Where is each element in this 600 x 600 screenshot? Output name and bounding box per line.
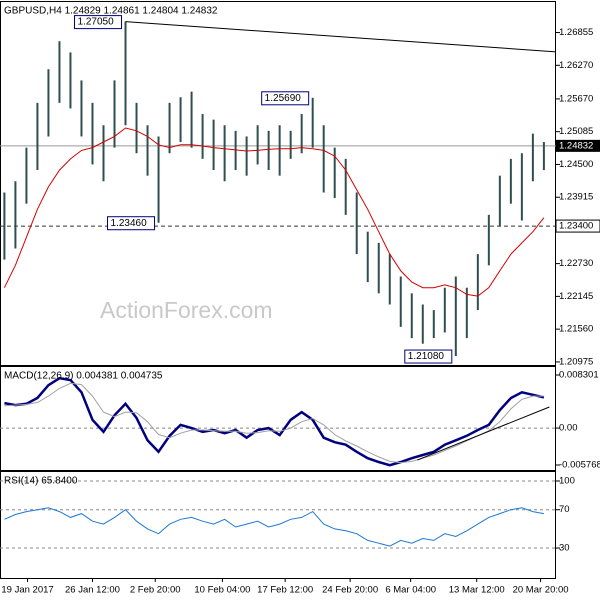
last-price-label: 1.24832 (559, 140, 593, 151)
x-tick-label: 19 Jan 2017 (1, 585, 53, 596)
x-tick-label: 2 Feb 20:00 (130, 585, 181, 596)
y-tick-label: 1.23915 (559, 192, 593, 203)
watermark: ActionForex.com (100, 297, 273, 323)
x-tick-label: 20 Mar 20:00 (513, 585, 569, 596)
x-tick-label: 6 Mar 04:00 (385, 585, 436, 596)
y-tick-label: 1.24500 (559, 159, 593, 170)
y-tick-label: 1.20975 (559, 356, 593, 367)
level-label-box (555, 219, 600, 233)
y-tick-label: 0.008301 (559, 370, 599, 381)
y-tick-label: 100 (559, 476, 575, 487)
y-tick-label: 30 (559, 543, 570, 554)
moving-average (3, 127, 545, 297)
x-tick-label: 17 Feb 12:00 (257, 585, 313, 596)
panel-frame (0, 1, 556, 366)
y-tick-label: 1.22730 (559, 258, 593, 269)
y-tick-label: 70 (559, 504, 570, 515)
annotation-box (107, 216, 156, 231)
y-tick-label: 1.25085 (559, 126, 593, 137)
x-tick-label: 24 Feb 20:00 (322, 585, 378, 596)
y-tick-label: 1.25670 (559, 93, 593, 104)
x-tick-label: 26 Jan 12:00 (65, 585, 120, 596)
level-label: 1.23400 (559, 221, 593, 232)
y-tick-label: -0.005768 (559, 460, 600, 471)
annotation-label: 1.23460 (111, 218, 148, 229)
annotation-box (404, 349, 453, 364)
y-tick-label: 0.00 (559, 423, 578, 434)
indicator-line (4, 376, 545, 467)
y-tick-label: 1.26270 (559, 60, 593, 71)
annotation-label: 1.27050 (78, 17, 115, 28)
annotation-label: 1.21080 (408, 351, 445, 362)
x-tick-label: 13 Mar 12:00 (449, 585, 505, 596)
trendline (417, 406, 550, 461)
indicator-line (4, 507, 544, 547)
trendline (125, 21, 557, 53)
panel-title: MACD(12,26,9) 0.004381 0.004735 (4, 371, 163, 382)
panel-frame (0, 471, 556, 579)
y-tick-label: 1.21560 (559, 324, 593, 335)
panel-title: GBPUSD,H4 1.24829 1.24861 1.24804 1.2483… (4, 6, 218, 17)
annotation-label: 1.25690 (265, 93, 302, 104)
y-tick-label: 1.22145 (559, 291, 593, 302)
y-tick-label: 1.26855 (559, 27, 593, 38)
indicator-line (4, 382, 544, 464)
annotation-box (74, 15, 123, 30)
annotation-box (261, 91, 310, 106)
panel-frame (0, 366, 556, 471)
panel-title: RSI(14) 65.8400 (4, 476, 78, 487)
x-tick-label: 10 Feb 04:00 (194, 585, 250, 596)
last-price-box (556, 139, 600, 152)
